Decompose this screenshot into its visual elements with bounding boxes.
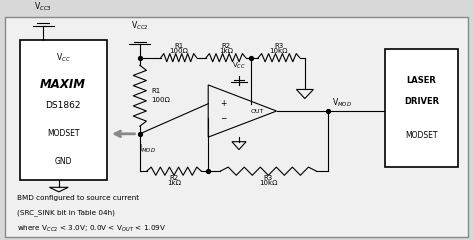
Text: V$_{CC3}$: V$_{CC3}$ bbox=[34, 1, 52, 13]
Text: R1: R1 bbox=[152, 88, 161, 94]
Text: (SRC_SINK bit in Table 04h): (SRC_SINK bit in Table 04h) bbox=[17, 209, 115, 216]
Text: OUT: OUT bbox=[251, 108, 264, 114]
Text: V$_{MOD}$: V$_{MOD}$ bbox=[332, 96, 352, 109]
Text: V$_{CC}$: V$_{CC}$ bbox=[56, 52, 70, 64]
Text: 1kΩ: 1kΩ bbox=[219, 48, 233, 54]
Bar bbox=[385, 48, 458, 167]
Text: R2: R2 bbox=[221, 42, 230, 48]
Text: R1: R1 bbox=[174, 42, 184, 48]
Text: +: + bbox=[220, 99, 227, 108]
Text: where V$_{CC2}$ < 3.0V; 0.0V < V$_{OUT}$ < 1.09V: where V$_{CC2}$ < 3.0V; 0.0V < V$_{OUT}$… bbox=[17, 224, 166, 234]
Text: 100Ω: 100Ω bbox=[152, 97, 170, 103]
Text: MAXIM: MAXIM bbox=[40, 78, 86, 91]
Text: R2: R2 bbox=[169, 175, 179, 181]
Text: V$_{CC2}$: V$_{CC2}$ bbox=[131, 19, 149, 32]
FancyBboxPatch shape bbox=[5, 17, 468, 237]
Text: 1kΩ: 1kΩ bbox=[167, 180, 181, 186]
Text: R3: R3 bbox=[274, 42, 284, 48]
Text: GND: GND bbox=[54, 157, 72, 167]
Text: MODSET: MODSET bbox=[47, 129, 79, 138]
Text: DS1862: DS1862 bbox=[45, 101, 81, 110]
Text: 10kΩ: 10kΩ bbox=[270, 48, 288, 54]
Text: 100Ω: 100Ω bbox=[169, 48, 188, 54]
Text: MODSET: MODSET bbox=[405, 132, 438, 140]
Text: 10kΩ: 10kΩ bbox=[259, 180, 278, 186]
Text: DRIVER: DRIVER bbox=[404, 97, 439, 106]
Text: R3: R3 bbox=[264, 175, 273, 181]
Text: V$_{CC}$: V$_{CC}$ bbox=[232, 61, 246, 71]
Text: BMD configured to source current: BMD configured to source current bbox=[17, 195, 140, 201]
Text: I$_{MOD}$: I$_{MOD}$ bbox=[139, 143, 156, 156]
Text: LASER: LASER bbox=[407, 76, 437, 85]
Text: −: − bbox=[220, 114, 227, 123]
Bar bbox=[19, 40, 107, 180]
